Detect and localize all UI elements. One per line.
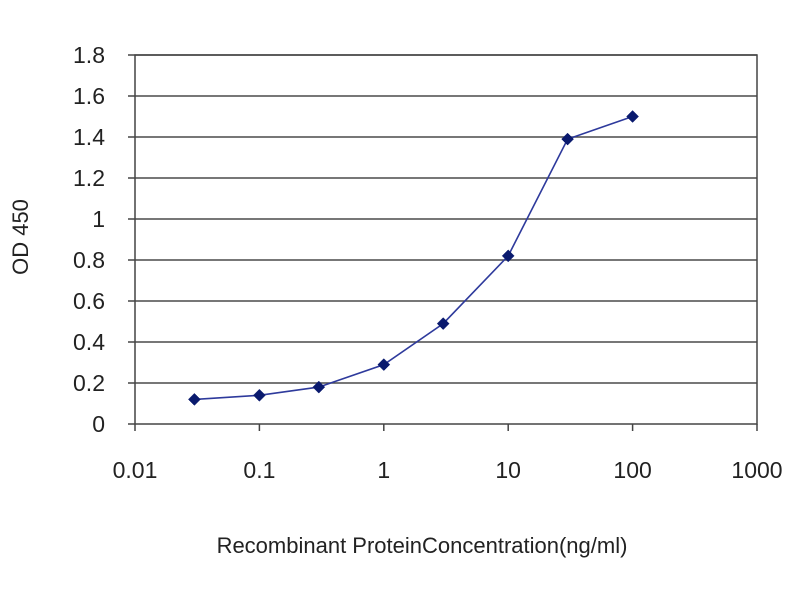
y-tick-label: 0 [92, 411, 105, 437]
data-point [377, 358, 391, 371]
data-point [436, 317, 450, 330]
series-layer [188, 110, 639, 406]
y-tick-label: 1 [92, 206, 105, 232]
x-tick-label: 1 [377, 457, 390, 483]
plot-area [134, 54, 758, 425]
data-point [626, 110, 639, 123]
grid-lines [135, 54, 757, 384]
y-tick-label: 0.4 [73, 329, 105, 355]
x-tick-label: 10 [495, 457, 521, 483]
x-tick-label: 1000 [731, 457, 782, 483]
y-tick-label: 1.4 [73, 124, 105, 150]
data-point [188, 393, 201, 406]
x-tick-label: 100 [613, 457, 651, 483]
y-axis-title: OD 450 [8, 199, 33, 275]
x-axis-title: Recombinant ProteinConcentration(ng/ml) [217, 533, 628, 558]
data-point [501, 249, 515, 263]
data-point [561, 132, 574, 146]
y-axis: 0 0.2 0.4 0.6 0.8 1 1.2 1.4 1.6 1.8 [73, 42, 135, 437]
y-tick-label: 1.6 [73, 83, 105, 109]
data-point [312, 380, 326, 394]
y-tick-label: 1.8 [73, 42, 105, 68]
y-tick-label: 0.6 [73, 288, 105, 314]
series-line [194, 115, 633, 401]
data-point [253, 388, 266, 402]
x-tick-label: 0.01 [113, 457, 158, 483]
y-tick-label: 0.8 [73, 247, 105, 273]
y-tick-label: 1.2 [73, 165, 105, 191]
x-axis: 0.01 0.1 1 10 100 1000 [113, 424, 783, 483]
y-tick-label: 0.2 [73, 370, 105, 396]
x-tick-label: 0.1 [243, 457, 275, 483]
